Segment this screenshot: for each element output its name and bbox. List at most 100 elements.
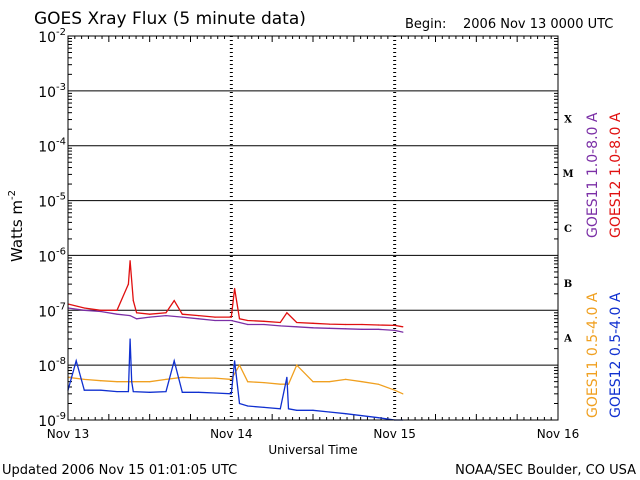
svg-text:Watts m-2: Watts m-2 [7,190,26,262]
data-point [149,316,151,318]
data-point [230,378,232,380]
x-tick-label: Nov 13 [47,427,90,441]
data-point [279,383,281,385]
data-point [345,413,347,415]
series-line [67,307,403,333]
data-point [286,312,288,314]
data-point [214,377,216,379]
data-point [312,327,314,329]
data-point [149,391,151,393]
flare-class-label: X [564,114,572,125]
flare-class-label: A [563,334,572,345]
y-axis-ticks: 10-2 10-3 10-4 10-5 10-6 10-7 10-8 10-9 [38,27,558,430]
data-source: NOAA/SEC Boulder, CO USA [455,463,636,478]
data-point [165,378,167,380]
data-point [75,360,77,362]
flare-class-label: M [562,169,573,180]
grid [68,36,558,420]
legend-entry: GOES11 0.5-4.0 A [585,292,601,418]
data-point [181,313,183,315]
data-point [296,321,298,324]
data-point [296,409,298,411]
data-point [377,417,379,419]
data-point [214,316,216,318]
data-point [181,391,183,393]
data-point [286,376,288,378]
flare-class-label: C [564,224,572,235]
data-point [165,312,167,314]
data-point [198,391,200,393]
data-point [328,327,330,329]
data-point [132,300,134,302]
y-tick-label: 10-3 [38,82,66,101]
data-point [214,392,216,394]
data-point [287,408,290,410]
data-point [116,390,118,393]
data-point [129,260,131,262]
data-point [361,381,363,383]
legend-entry: GOES11 1.0-8.0 A [585,112,601,238]
data-point [234,287,236,290]
data-point [116,309,118,311]
data-point [312,409,314,411]
data-point [116,381,118,383]
data-point [198,377,200,379]
chart-title: GOES Xray Flux (5 minute data) [34,9,306,29]
series-line [67,338,403,421]
data-point [279,321,281,324]
data-point [136,318,138,320]
data-point [247,319,249,322]
data-point [238,364,241,366]
data-point [181,376,183,378]
data-point [238,318,241,320]
data-point [173,360,175,362]
data-point [402,393,404,395]
x-axis-ticks: Nov 13 Nov 14 Nov 15 Nov 16 [47,36,579,441]
y-tick-label: 10-5 [38,192,66,211]
flare-class-labels: X M C B A [562,114,573,344]
data-point [100,309,102,311]
data-point [287,383,290,385]
data-point [238,402,241,405]
data-point [127,390,130,393]
y-tick-label: 10-8 [38,356,66,375]
data-point [234,360,236,362]
x-tick-label: Nov 15 [373,427,416,441]
data-point [149,313,151,315]
data-point [296,364,298,366]
data-point [377,324,379,326]
x-axis-label: Universal Time [268,443,357,457]
data-point [394,329,396,331]
data-point [394,324,396,327]
data-point [247,381,249,383]
data-point [83,307,85,309]
plot-frame [67,35,559,421]
data-point [129,381,131,383]
data-point [129,315,131,317]
data-point [361,415,363,417]
data-point [263,382,265,384]
data-point [132,390,134,393]
series-line [67,260,403,328]
data-point [230,393,232,395]
data-point [116,313,118,315]
y-tick-label: 10-4 [38,137,66,156]
begin-label: Begin: [405,17,446,32]
data-point [247,405,249,407]
y-tick-label: 10-6 [38,246,66,265]
data-point [165,315,167,317]
data-point [402,331,404,333]
flare-class-label: B [564,279,572,290]
data-point [345,378,347,380]
y-axis-label: Watts m [8,200,26,262]
data-point [131,381,133,383]
data-point [198,318,200,320]
legend-entry: GOES12 0.5-4.0 A [608,292,624,418]
data-point [361,323,363,326]
data-point [263,320,265,322]
series-lines [67,260,404,421]
data-point [100,380,102,382]
data-point [165,390,167,393]
x-tick-label: Nov 14 [210,427,253,441]
data-point [312,322,314,324]
